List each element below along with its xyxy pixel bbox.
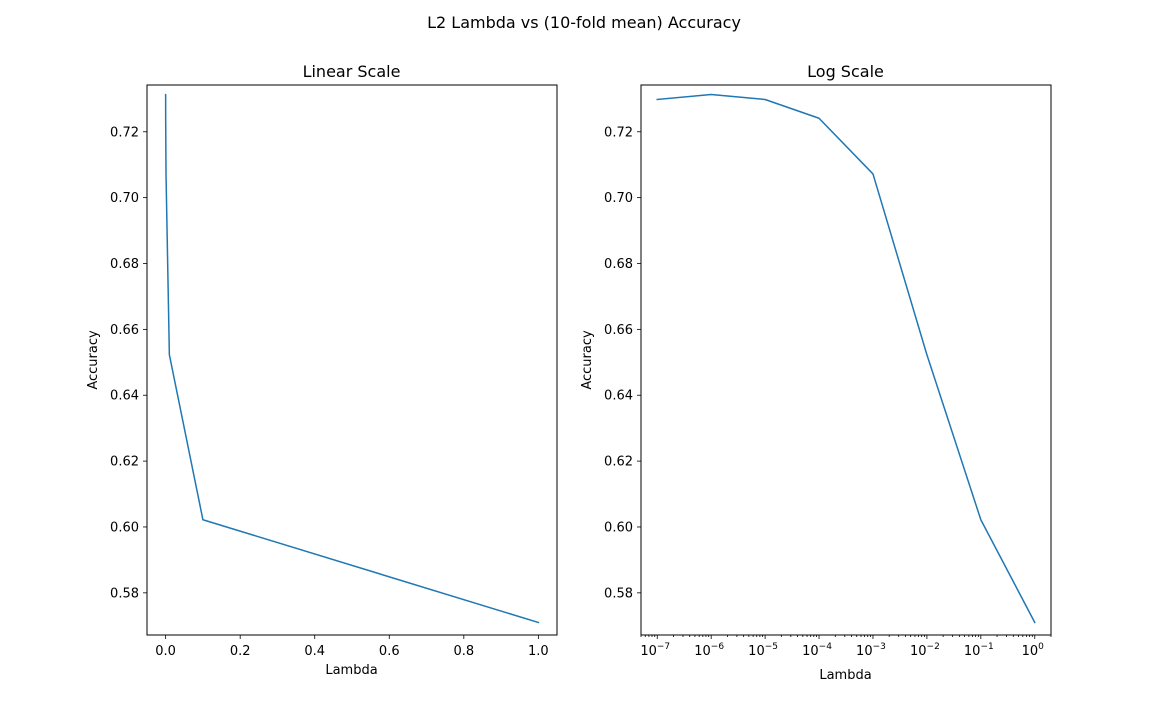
- x-tick-label: 10−5: [748, 642, 778, 659]
- x-tick-label: 0.4: [304, 644, 325, 659]
- x-tick-label: 100: [1022, 642, 1045, 659]
- x-tick-label: 0.2: [230, 644, 251, 659]
- axes-frame: [146, 84, 558, 636]
- y-tick-label: 0.58: [110, 586, 139, 601]
- y-tick-label: 0.58: [604, 586, 633, 601]
- log-scale-panel: Log Scale Lambda Accuracy 0.58 0.60 0.62 0.…: [580, 62, 1052, 683]
- y-tick-label: 0.72: [604, 125, 633, 140]
- x-tick-label: 10−4: [802, 642, 832, 659]
- y-tick-label: 0.68: [110, 257, 139, 272]
- y-tick-label: 0.60: [604, 520, 633, 535]
- y-tick-label: 0.62: [110, 455, 139, 470]
- y-tick-label: 0.68: [604, 257, 633, 272]
- x-tick-label: 10−2: [910, 642, 940, 659]
- x-axis-label: Lambda: [325, 663, 377, 678]
- y-tick-label: 0.64: [604, 389, 633, 404]
- linear-scale-panel: Linear Scale Lambda Accuracy 0.58 0.60 0.6…: [86, 62, 558, 678]
- axes-frame: [640, 84, 1052, 636]
- y-tick-label: 0.72: [110, 125, 139, 140]
- x-tick-label: 1.0: [528, 644, 549, 659]
- panel-title: Linear Scale: [303, 62, 401, 81]
- x-tick-label: 0.6: [379, 644, 400, 659]
- y-tick-label: 0.66: [110, 323, 139, 338]
- y-tick-label: 0.64: [110, 389, 139, 404]
- y-tick-label: 0.62: [604, 455, 633, 470]
- accuracy-line: [164, 93, 540, 624]
- x-tick-label: 0.8: [453, 644, 474, 659]
- x-tick-label: 10−3: [856, 642, 886, 659]
- x-tick-label: 10−1: [964, 642, 994, 659]
- x-tick-label: 10−6: [694, 642, 724, 659]
- y-tick-label: 0.70: [110, 191, 139, 206]
- accuracy-line: [656, 93, 1036, 624]
- y-tick-label: 0.60: [110, 520, 139, 535]
- y-axis-label: Accuracy: [580, 330, 595, 390]
- x-tick-label: 10−7: [640, 642, 670, 659]
- figure-title: L2 Lambda vs (10-fold mean) Accuracy: [427, 13, 741, 32]
- x-tick-label: 0.0: [155, 644, 176, 659]
- y-axis-label: Accuracy: [86, 330, 101, 390]
- y-tick-label: 0.70: [604, 191, 633, 206]
- y-tick-label: 0.66: [604, 323, 633, 338]
- panel-title: Log Scale: [807, 62, 884, 81]
- x-axis-label: Lambda: [819, 668, 871, 683]
